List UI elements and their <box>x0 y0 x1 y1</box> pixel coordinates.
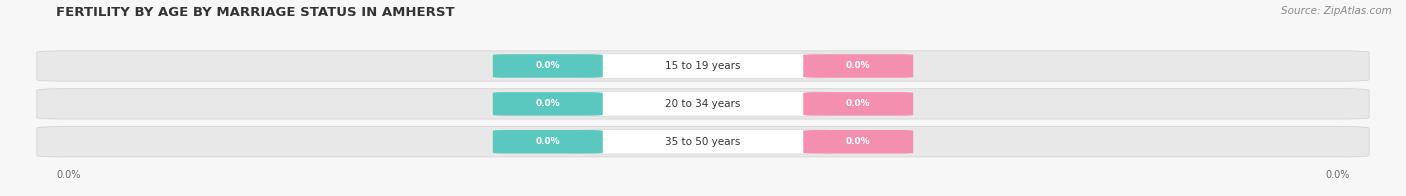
Text: 0.0%: 0.0% <box>846 137 870 146</box>
FancyBboxPatch shape <box>803 54 914 78</box>
FancyBboxPatch shape <box>37 51 1369 81</box>
FancyBboxPatch shape <box>494 92 603 116</box>
FancyBboxPatch shape <box>574 92 832 116</box>
FancyBboxPatch shape <box>494 130 603 153</box>
Text: 0.0%: 0.0% <box>56 170 80 180</box>
Text: 0.0%: 0.0% <box>846 62 870 71</box>
Text: 0.0%: 0.0% <box>1326 170 1350 180</box>
Text: 0.0%: 0.0% <box>536 137 560 146</box>
Text: Source: ZipAtlas.com: Source: ZipAtlas.com <box>1281 6 1392 16</box>
FancyBboxPatch shape <box>803 130 914 153</box>
Text: 35 to 50 years: 35 to 50 years <box>665 137 741 147</box>
FancyBboxPatch shape <box>574 54 832 78</box>
Text: 0.0%: 0.0% <box>536 99 560 108</box>
Text: 15 to 19 years: 15 to 19 years <box>665 61 741 71</box>
Text: FERTILITY BY AGE BY MARRIAGE STATUS IN AMHERST: FERTILITY BY AGE BY MARRIAGE STATUS IN A… <box>56 6 456 19</box>
FancyBboxPatch shape <box>803 92 914 116</box>
FancyBboxPatch shape <box>37 127 1369 157</box>
Text: 0.0%: 0.0% <box>846 99 870 108</box>
FancyBboxPatch shape <box>574 130 832 154</box>
Text: 20 to 34 years: 20 to 34 years <box>665 99 741 109</box>
Legend: Married, Unmarried: Married, Unmarried <box>620 195 786 196</box>
FancyBboxPatch shape <box>494 54 603 78</box>
FancyBboxPatch shape <box>37 89 1369 119</box>
Text: 0.0%: 0.0% <box>536 62 560 71</box>
